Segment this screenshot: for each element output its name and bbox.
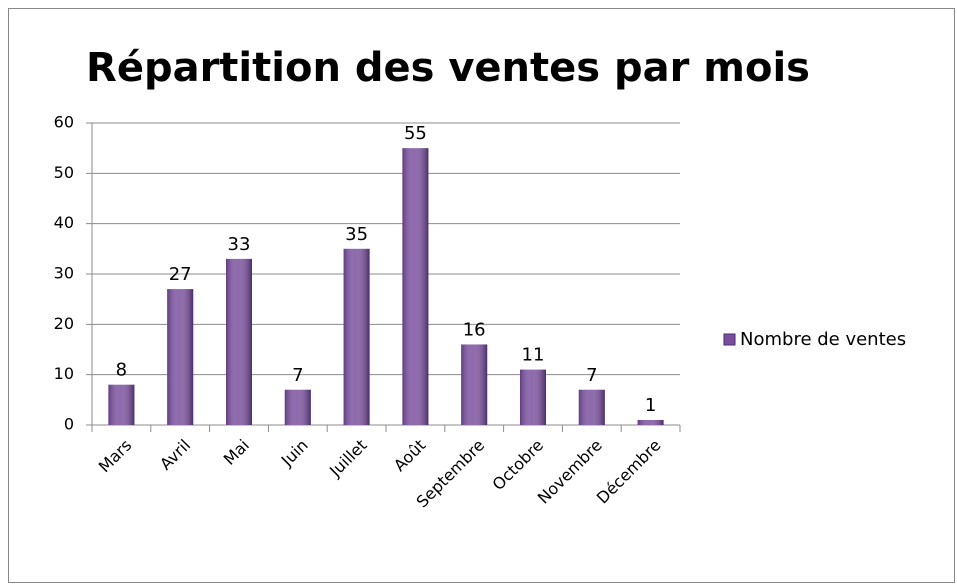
data-label: 7 [586, 365, 597, 386]
data-label: 16 [463, 319, 486, 340]
data-label: 7 [292, 365, 303, 386]
data-label: 11 [522, 345, 545, 366]
data-label: 35 [345, 224, 368, 245]
bar-shade [108, 384, 135, 425]
y-tick-label: 40 [54, 213, 74, 232]
bar-shade [637, 419, 664, 425]
bar-shade [343, 248, 370, 425]
bar-shade [461, 344, 488, 425]
bar-shade [520, 369, 546, 425]
data-label: 33 [228, 234, 251, 255]
y-tick-label: 30 [54, 264, 74, 283]
chart-frame [8, 8, 955, 583]
legend-swatch [723, 333, 736, 346]
data-label: 1 [645, 395, 656, 416]
data-label: 55 [404, 123, 427, 144]
data-label: 27 [169, 264, 192, 285]
bar-shade [402, 148, 429, 425]
y-tick-label: 60 [54, 113, 74, 132]
legend-label: Nombre de ventes [740, 329, 906, 350]
bar-shade [284, 389, 311, 425]
y-tick-label: 20 [54, 314, 74, 333]
chart-title: Répartition des ventes par mois [86, 45, 810, 91]
bar-shade [226, 258, 252, 425]
y-tick-label: 50 [54, 163, 74, 182]
bar-shade [167, 289, 194, 425]
bar-shade [578, 389, 605, 425]
data-label: 8 [116, 360, 127, 381]
y-tick-label: 10 [54, 364, 74, 383]
y-tick-label: 0 [64, 415, 74, 434]
